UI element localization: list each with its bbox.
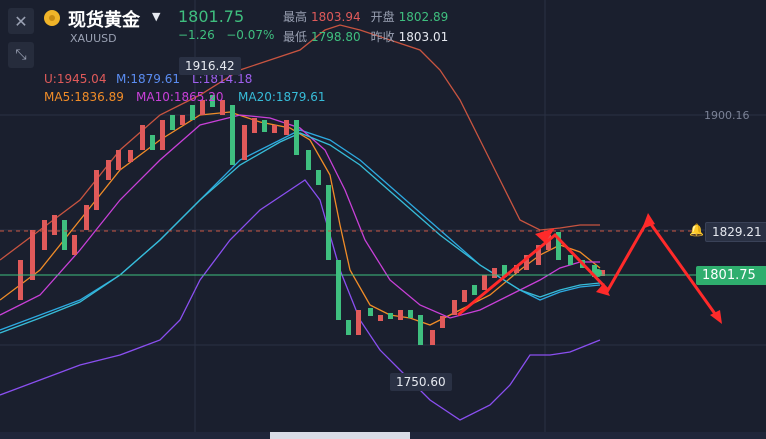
candle (568, 255, 573, 265)
candle (482, 275, 487, 290)
candle (84, 205, 89, 230)
candle (62, 220, 67, 250)
candle (18, 260, 23, 300)
candle (472, 285, 477, 295)
instrument-name[interactable]: 现货黄金 (68, 10, 140, 31)
candle (346, 320, 351, 335)
candle (556, 232, 561, 260)
candle (242, 125, 247, 160)
prev-close-value: 1803.01 (398, 30, 449, 44)
ma10-line (0, 114, 600, 319)
candle (592, 265, 597, 277)
candle (294, 120, 299, 155)
ma10-value: MA10:1865.20 (136, 90, 224, 104)
alert-price-badge[interactable]: 1829.21 (705, 222, 766, 242)
candle (368, 308, 373, 316)
forecast-arrows (457, 213, 722, 324)
candle (116, 150, 121, 170)
boll-upper-line (0, 24, 600, 261)
candle (388, 313, 393, 319)
fullscreen-toggle-button[interactable]: ⤡ (8, 42, 34, 68)
last-price: 1801.75 (178, 7, 245, 26)
candle (170, 115, 175, 130)
candle (440, 316, 445, 328)
candle (128, 150, 133, 162)
candle (502, 265, 507, 277)
low-value: 1798.80 (311, 30, 361, 44)
candle (336, 260, 341, 320)
candle (140, 125, 145, 150)
current-price-badge: 1801.75 (696, 266, 766, 285)
candle (160, 120, 165, 150)
prev-close-label: 昨收 (370, 30, 395, 44)
ma5-value: MA5:1836.89 (44, 90, 124, 104)
candle (418, 315, 423, 345)
candle (408, 310, 413, 318)
boll-lower-line (0, 179, 601, 421)
candle (284, 120, 289, 135)
candle (462, 290, 467, 302)
candle (326, 185, 331, 260)
candle (356, 310, 361, 335)
candle (514, 265, 519, 273)
close-button[interactable]: ✕ (8, 8, 34, 34)
low-point-label: 1750.60 (390, 373, 452, 391)
candle (316, 170, 321, 185)
open-value: 1802.89 (398, 10, 449, 24)
candle (252, 118, 257, 133)
y-axis-tick: 1900.16 (704, 109, 750, 122)
close-icon: ✕ (14, 11, 28, 31)
change-value: −1.26 (178, 28, 215, 42)
candle (536, 245, 541, 265)
candle (546, 235, 551, 250)
candle (190, 105, 195, 120)
candle (398, 310, 403, 320)
candle (106, 160, 111, 180)
shrink-icon: ⤡ (15, 47, 27, 63)
ma20-line (0, 132, 601, 334)
candle (30, 230, 35, 280)
candle (180, 115, 185, 125)
candle (452, 300, 457, 315)
high-label: 最高 (283, 10, 308, 24)
candle (600, 270, 605, 276)
quote-stats: 最高 1803.94 开盘 1802.89 最低 1798.80 昨收 1803… (283, 7, 452, 47)
gold-coin-icon (44, 10, 60, 26)
candle (262, 120, 267, 132)
candle (524, 255, 529, 270)
candle (42, 220, 47, 250)
instrument-code: XAUUSD (70, 32, 117, 45)
current-price-dot (594, 269, 602, 277)
candle (378, 315, 383, 321)
change-percent: −0.07% (226, 28, 275, 42)
boll-mid-value: M:1879.61 (116, 72, 181, 86)
candle (220, 100, 225, 115)
crosshair-date-box (270, 432, 410, 439)
low-label: 最低 (283, 30, 308, 44)
candle (150, 135, 155, 150)
bell-icon[interactable]: 🔔 (689, 223, 704, 237)
candle (200, 100, 205, 115)
candle (272, 125, 277, 133)
boll-lower-value: L:1814.18 (192, 72, 253, 86)
candle (430, 330, 435, 345)
candle (52, 215, 57, 235)
ma20-value: MA20:1879.61 (238, 90, 326, 104)
open-label: 开盘 (370, 10, 395, 24)
candle (94, 170, 99, 210)
chevron-down-icon[interactable]: ▼ (152, 10, 161, 23)
high-point-label: 1916.42 (179, 57, 241, 75)
candle (72, 235, 77, 255)
price-change: −1.26 −0.07% (178, 28, 274, 42)
candle (306, 150, 311, 170)
candles (18, 95, 605, 345)
high-value: 1803.94 (311, 10, 361, 24)
candle (230, 105, 235, 165)
candle (210, 95, 215, 107)
candle (492, 268, 497, 278)
boll-upper-value: U:1945.04 (44, 72, 107, 86)
